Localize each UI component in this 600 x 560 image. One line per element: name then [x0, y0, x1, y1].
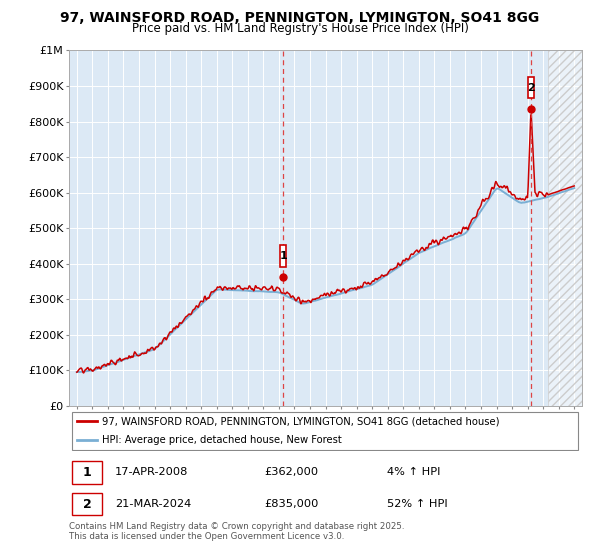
Text: 52% ↑ HPI: 52% ↑ HPI [387, 499, 448, 509]
Text: £362,000: £362,000 [264, 467, 318, 477]
Text: 17-APR-2008: 17-APR-2008 [115, 467, 188, 477]
Text: Price paid vs. HM Land Registry's House Price Index (HPI): Price paid vs. HM Land Registry's House … [131, 22, 469, 35]
Text: 21-MAR-2024: 21-MAR-2024 [115, 499, 191, 509]
Text: £835,000: £835,000 [264, 499, 319, 509]
Text: Contains HM Land Registry data © Crown copyright and database right 2025.
This d: Contains HM Land Registry data © Crown c… [69, 522, 404, 542]
Text: HPI: Average price, detached house, New Forest: HPI: Average price, detached house, New … [103, 435, 342, 445]
FancyBboxPatch shape [71, 461, 103, 483]
FancyBboxPatch shape [71, 493, 103, 516]
Text: 97, WAINSFORD ROAD, PENNINGTON, LYMINGTON, SO41 8GG (detached house): 97, WAINSFORD ROAD, PENNINGTON, LYMINGTO… [103, 417, 500, 426]
Text: 2: 2 [527, 83, 535, 93]
Text: 4% ↑ HPI: 4% ↑ HPI [387, 467, 440, 477]
Text: 97, WAINSFORD ROAD, PENNINGTON, LYMINGTON, SO41 8GG: 97, WAINSFORD ROAD, PENNINGTON, LYMINGTO… [61, 11, 539, 25]
Text: 1: 1 [83, 466, 91, 479]
Text: 1: 1 [280, 251, 287, 261]
FancyBboxPatch shape [280, 245, 286, 267]
FancyBboxPatch shape [71, 412, 578, 450]
Text: 2: 2 [83, 498, 91, 511]
FancyBboxPatch shape [528, 77, 534, 99]
